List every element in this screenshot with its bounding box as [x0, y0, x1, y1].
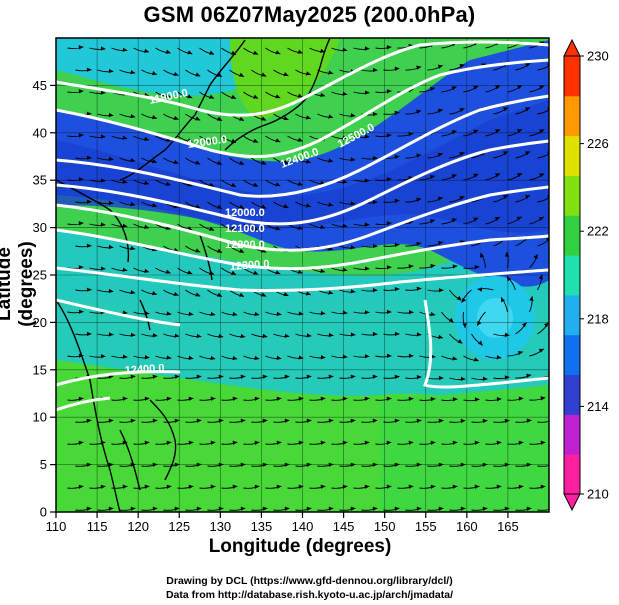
chart-title: GSM 06Z07May2025 (200.0hPa) [143, 2, 476, 27]
credit-drawing: Drawing by DCL (https://www.gfd-dennou.o… [166, 575, 453, 587]
lat-lon-grid [56, 38, 549, 512]
contour-label: 12000.0 [225, 207, 265, 219]
y-tick-label: 20 [33, 315, 47, 330]
colorbar-tick-label: 226 [587, 136, 609, 151]
x-axis-ticks: 110 115 120 125 130 135 140 145 150 155 160 165 [46, 512, 519, 534]
coastlines [56, 38, 331, 512]
contour-label: 12400.0 [124, 362, 165, 377]
x-tick-label: 120 [127, 519, 149, 534]
contour-label: 12300.0 [229, 258, 270, 273]
height-contours [56, 40, 549, 412]
contour-label: 12200.0 [225, 239, 265, 251]
x-tick-label: 150 [374, 519, 396, 534]
colorbar [563, 38, 581, 512]
x-tick-label: 115 [87, 519, 108, 534]
x-axis-label: Longitude (degrees) [208, 536, 392, 557]
x-tick-label: 155 [415, 519, 437, 534]
y-tick-label: 25 [33, 268, 47, 283]
x-tick-label: 145 [333, 519, 355, 534]
colorbar-tick-label: 214 [587, 399, 609, 414]
x-tick-label: 165 [497, 519, 519, 534]
colorbar-tick-label: 230 [587, 49, 609, 64]
y-tick-label: 45 [33, 78, 47, 93]
contour-label: 12100.0 [225, 223, 265, 235]
y-tick-label: 5 [40, 457, 47, 472]
x-tick-label: 130 [209, 519, 231, 534]
y-axis-label: Latitude (degrees) [0, 241, 37, 327]
contour-label: 12000.0 [187, 134, 228, 151]
x-tick-label: 135 [251, 519, 273, 534]
colorbar-tick-label: 210 [587, 487, 609, 502]
y-tick-label: 30 [33, 220, 47, 235]
y-tick-label: 10 [33, 410, 47, 425]
credit-data: Data from http://database.rish.kyoto-u.a… [165, 589, 454, 601]
colorbar-tick-label: 218 [587, 311, 609, 326]
y-tick-label: 0 [40, 505, 47, 520]
x-tick-label: 125 [168, 519, 190, 534]
y-tick-label: 15 [33, 362, 47, 377]
x-tick-label: 110 [46, 519, 67, 534]
colorbar-tick-label: 222 [587, 224, 609, 239]
y-tick-label: 40 [33, 125, 47, 140]
y-tick-label: 35 [33, 173, 47, 188]
wind-vectors [67, 41, 549, 511]
x-tick-label: 140 [292, 519, 314, 534]
y-axis-ticks: 0 5 10 15 20 25 30 35 40 45 [33, 78, 56, 520]
colorbar-tick-labels: 230 226 222 218 214 210 [580, 49, 609, 502]
x-tick-label: 160 [456, 519, 478, 534]
